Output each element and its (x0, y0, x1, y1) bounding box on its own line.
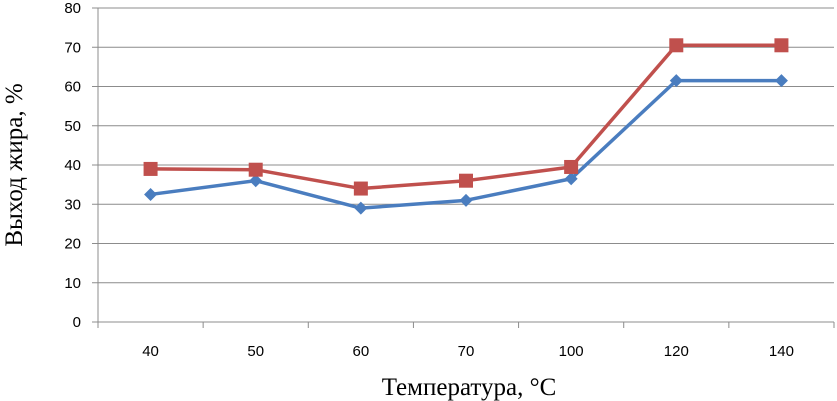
gridlines (92, 7, 835, 328)
series-1-line (150, 78, 782, 210)
series-1-point (774, 74, 788, 88)
series-2-point (248, 162, 263, 177)
x-tick-label: 50 (247, 343, 264, 360)
y-tick-label: 80 (64, 0, 81, 17)
y-tick-labels: 0 10 20 30 40 50 60 70 80 (64, 0, 81, 331)
y-tick-label: 20 (64, 236, 81, 253)
series-1-point (564, 172, 578, 186)
x-tick-label: 100 (559, 343, 584, 360)
y-tick-label: 30 (64, 196, 81, 213)
x-tick-label: 120 (664, 343, 689, 360)
y-axis-title: Выход жира, % (1, 83, 28, 246)
y-tick-label: 50 (64, 118, 81, 135)
series-1-point (249, 174, 263, 188)
x-tick-label: 60 (353, 343, 370, 360)
x-tick-label: 140 (769, 343, 794, 360)
x-tick-label: 70 (458, 343, 475, 360)
series-2-point (143, 161, 158, 176)
y-tick-label: 40 (64, 157, 81, 174)
series-1-point (669, 74, 683, 88)
series-2-point (669, 38, 684, 53)
series-1-point (144, 187, 158, 201)
series-2-point (459, 173, 473, 188)
y-tick-label: 60 (64, 79, 81, 96)
series-2-line (150, 43, 782, 191)
x-axis-title: Температура, °С (382, 374, 557, 401)
series-group (143, 38, 789, 215)
series-1-point (354, 201, 368, 215)
y-tick-label: 10 (64, 275, 81, 292)
x-tick-labels: 40 50 60 70 100 120 140 (142, 343, 794, 360)
x-tick-label: 40 (142, 343, 159, 360)
y-tick-label: 70 (64, 39, 81, 56)
series-1-point (459, 193, 473, 207)
series-2-point (564, 159, 579, 174)
y-tick-label: 0 (73, 314, 81, 331)
series-2-point (353, 181, 368, 196)
series-2-point (774, 38, 789, 53)
